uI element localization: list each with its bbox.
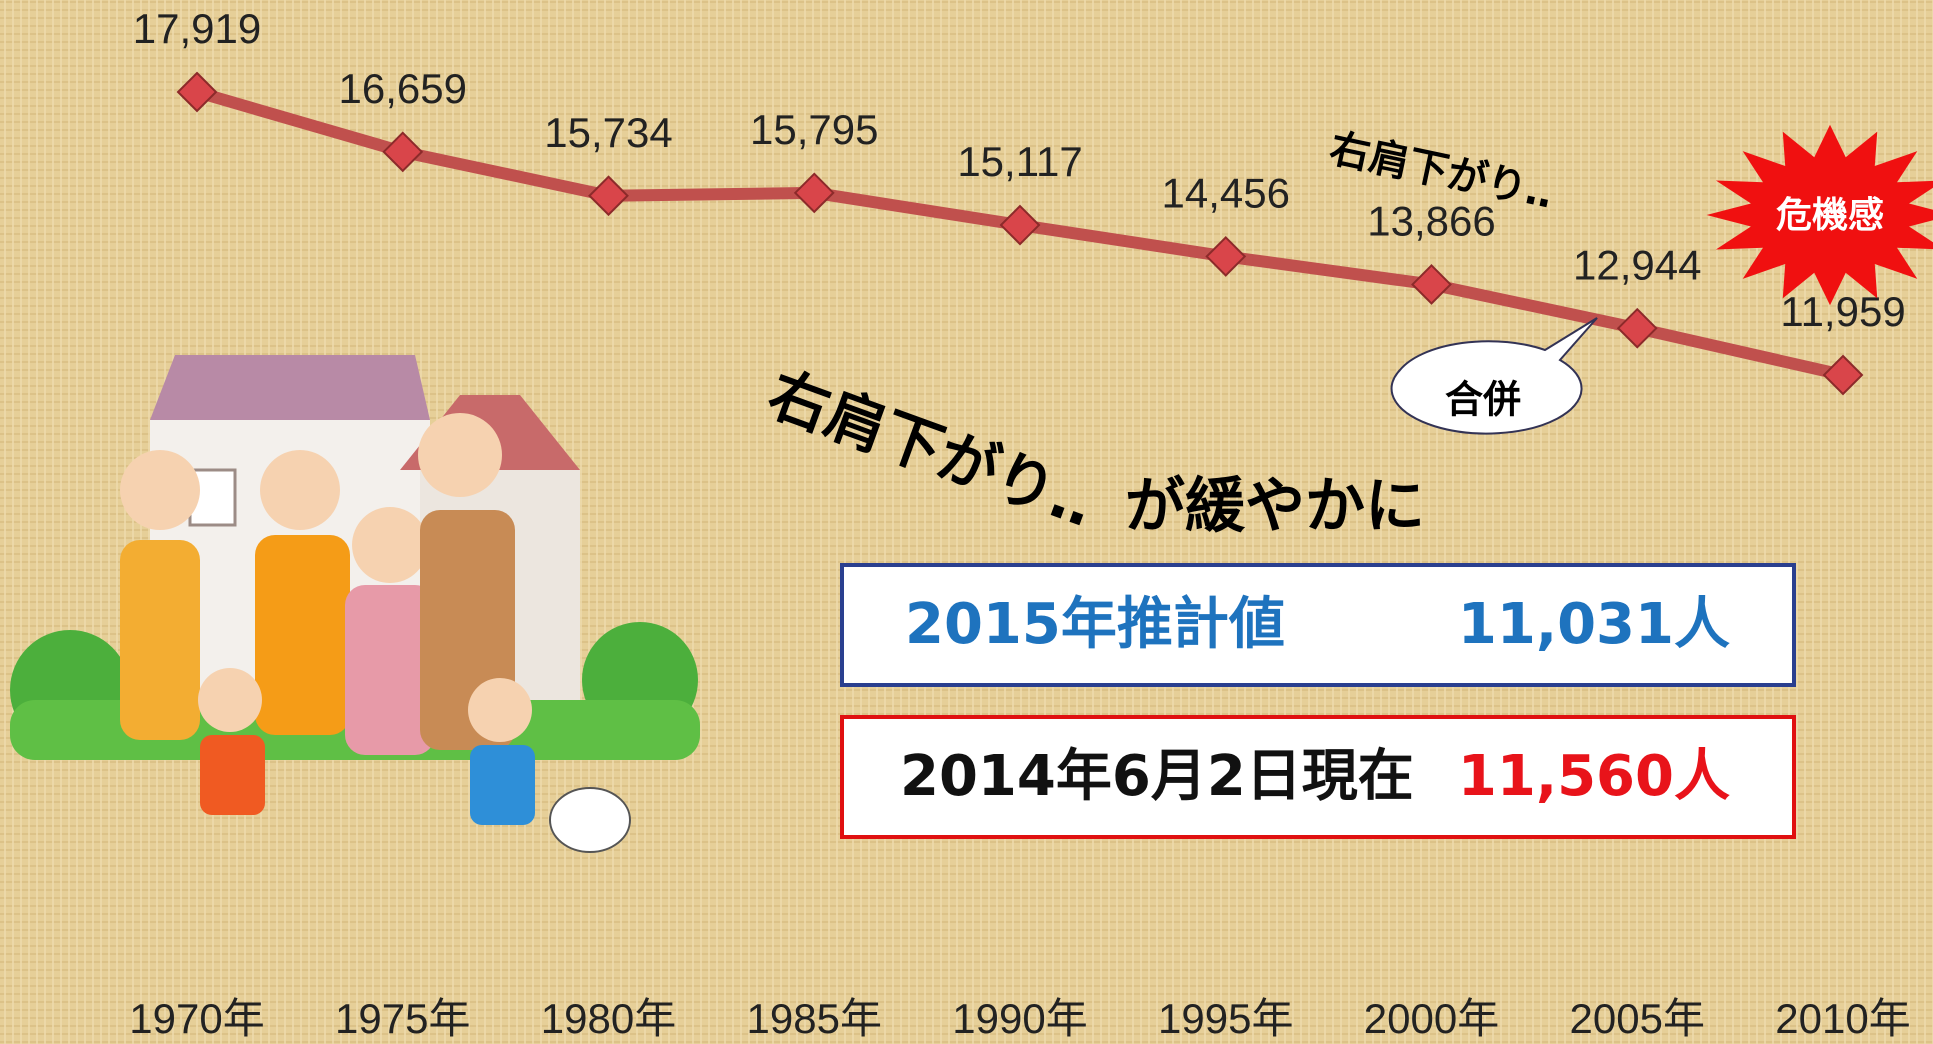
x-tick-label: 1995年 (1158, 995, 1293, 1042)
callout-label: 2015年推計値 (905, 592, 1285, 657)
value-label: 15,117 (957, 138, 1082, 185)
x-tick-label: 1975年 (335, 995, 470, 1042)
value-label: 15,734 (544, 109, 672, 156)
value-label: 11,959 (1780, 288, 1905, 335)
callout-value: 11,031人 (1458, 592, 1730, 657)
value-label: 12,944 (1573, 241, 1701, 288)
value-label: 15,795 (750, 106, 878, 153)
annotation: が緩やかに (1125, 472, 1425, 542)
annotation: 危機感 (1776, 195, 1884, 236)
callout-value: 11,560人 (1458, 744, 1730, 809)
x-tick-label: 2005年 (1570, 995, 1705, 1042)
value-label: 14,456 (1162, 170, 1290, 217)
callout-label: 2014年6月2日現在 (900, 744, 1414, 809)
x-tick-label: 1970年 (129, 995, 264, 1042)
value-label: 16,659 (339, 65, 467, 112)
annotation: 合併 (1445, 378, 1521, 422)
chart: 17,919 1970年 16,659 1975年 15,734 1980年 15,795 1… (0, 0, 1933, 1044)
value-label: 13,866 (1367, 198, 1495, 245)
x-tick-label: 1985年 (747, 995, 882, 1042)
x-tick-label: 2000年 (1364, 995, 1499, 1042)
x-tick-label: 1980年 (541, 995, 676, 1042)
value-label: 17,919 (133, 5, 261, 52)
x-tick-label: 2010年 (1775, 995, 1910, 1042)
x-tick-label: 1990年 (952, 995, 1087, 1042)
